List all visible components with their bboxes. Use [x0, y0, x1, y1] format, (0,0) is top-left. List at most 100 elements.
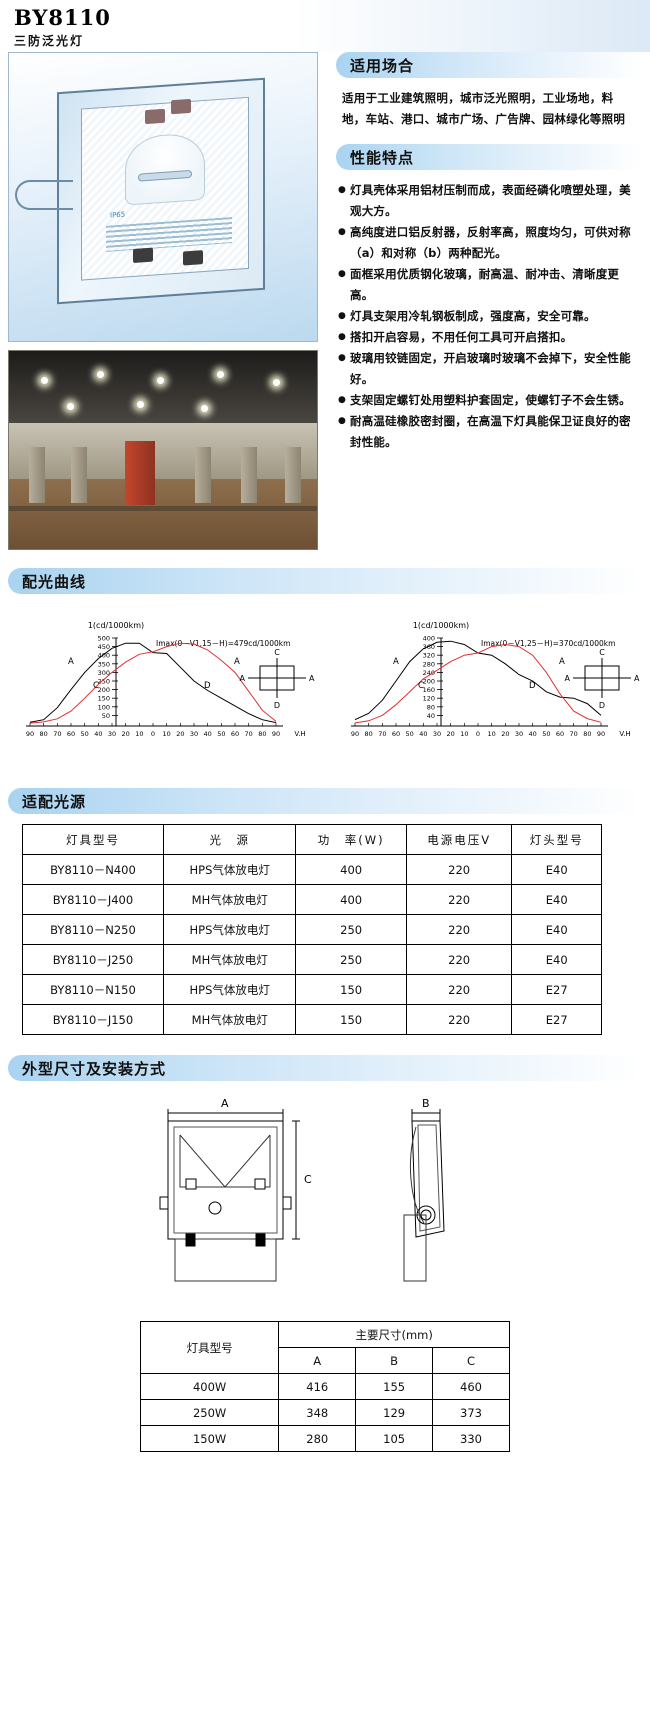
chart-x-tick: 70	[378, 730, 386, 738]
top-area: IP65	[0, 52, 650, 550]
column-header: 电源电压V	[405, 824, 513, 855]
page-title: BY8110	[14, 5, 111, 30]
chart-annotation: Imax(0－V1,25－H)=370cd/1000km	[481, 639, 615, 648]
table-cell: 373	[432, 1399, 510, 1426]
chart-curve-label: D	[204, 681, 211, 691]
chart-x-tick: 80	[40, 730, 48, 738]
table-cell: 416	[278, 1373, 357, 1400]
chart-x-tick: 20	[447, 730, 455, 738]
chart-y-tick: 240	[423, 669, 435, 677]
table-row: 150W 280 105 330	[139, 1425, 510, 1452]
factory-ceiling	[9, 351, 317, 429]
chart-x-tick: 90	[597, 730, 605, 738]
table-cell: 250	[295, 944, 407, 975]
table-cell: E40	[511, 884, 602, 915]
chart-x-tick: 50	[542, 730, 550, 738]
feature-item: 玻璃用铰链固定，开启玻璃时玻璃不会掉下，安全性能好。	[338, 348, 640, 390]
table-cell: E27	[511, 974, 602, 1005]
chart-x-tick: 60	[556, 730, 564, 738]
feature-item: 灯具壳体采用铝材压制而成，表面经磷化喷塑处理，美观大方。	[338, 180, 640, 222]
factory-column	[71, 447, 87, 503]
chart-x-tick: 10	[163, 730, 171, 738]
factory-wall	[9, 423, 317, 485]
chart-x-tick: 30	[433, 730, 441, 738]
chart-legend-label: A	[634, 674, 640, 683]
table-row: 250W 348 129 373	[139, 1399, 510, 1426]
chart-x-label: V.H	[619, 730, 630, 738]
table-cell: E40	[511, 944, 602, 975]
dim-group-header: 主要尺寸(mm)	[278, 1321, 510, 1348]
table-cell: 105	[355, 1425, 434, 1452]
section-header-dimension: 外型尺寸及安装方式	[8, 1055, 642, 1081]
table-cell: 348	[278, 1399, 357, 1426]
chart-curve-D	[354, 643, 602, 724]
chart-x-tick: 80	[258, 730, 266, 738]
column-header: 光 源	[162, 824, 297, 855]
chart-axis-title: 1(cd/1000km)	[413, 621, 469, 630]
bottom-clip-right	[183, 250, 203, 266]
chart-legend-label: A	[565, 674, 571, 683]
table-cell: 129	[355, 1399, 434, 1426]
table-cell: E40	[511, 914, 602, 945]
feature-item: 耐高温硅橡胶密封圈，在高温下灯具能保卫证良好的密封性能。	[338, 411, 640, 453]
chart-y-tick: 40	[427, 712, 435, 720]
dim-label-a: A	[221, 1097, 229, 1110]
page-header: BY8110 三防泛光灯	[0, 0, 650, 52]
ceiling-lamp	[97, 371, 104, 378]
light-distribution-chart-2: 1(cd/1000km) Imax(0－V1,25－H)=370cd/1000km…	[333, 616, 650, 766]
table-cell: 280	[278, 1425, 357, 1452]
factory-floor	[9, 479, 317, 549]
chart-y-tick: 120	[423, 695, 435, 703]
table-row: BY8110－N400 HPS气体放电灯 400 220 E40	[22, 854, 602, 885]
chart-x-tick: 70	[245, 730, 253, 738]
table-cell: 400	[295, 884, 407, 915]
chart-x-tick: 60	[67, 730, 75, 738]
chart-y-tick: 350	[98, 660, 110, 668]
ceiling-lamp	[67, 403, 74, 410]
section-title-source: 适配光源	[22, 792, 87, 811]
chart-legend-label: D	[599, 701, 605, 710]
chart-x-tick: 20	[501, 730, 509, 738]
table-cell: E40	[511, 854, 602, 885]
section-header-source: 适配光源	[8, 788, 642, 814]
table-cell: 250	[295, 914, 407, 945]
chart-x-tick: 50	[406, 730, 414, 738]
lamp-source-table: 灯具型号光 源功 率(W) 电源电压V 灯头型号 BY8110－N400 HPS气体放…	[22, 824, 602, 1035]
image-column: IP65	[8, 52, 326, 550]
chart-y-tick: 280	[423, 660, 435, 668]
chart-x-tick: 90	[351, 730, 359, 738]
chart-x-tick: 50	[217, 730, 225, 738]
table-cell: 150	[295, 1004, 407, 1035]
feature-item: 灯具支架用冷轧钢板制成，强度高，安全可靠。	[338, 306, 640, 327]
table-cell: 400	[295, 854, 407, 885]
chart-legend-label: C	[599, 648, 605, 657]
table-cell: 220	[405, 1004, 513, 1035]
chart-y-tick: 100	[98, 703, 110, 711]
chart-axis-title: 1(cd/1000km)	[88, 621, 144, 630]
chart-y-tick: 300	[98, 669, 110, 677]
ip-rating-label: IP65	[110, 210, 126, 220]
factory-railing	[9, 506, 317, 511]
chart-y-tick: 500	[98, 635, 110, 643]
chart-legend-label: C	[274, 648, 280, 657]
feature-item: 高纯度进口铝反射器，反射率高，照度均匀，可供对称（a）和对称（b）两种配光。	[338, 222, 640, 264]
section-title-dimension: 外型尺寸及安装方式	[22, 1059, 167, 1078]
table-cell: 220	[405, 854, 513, 885]
table-cell: BY8110－N400	[22, 854, 164, 885]
dim-sub-header: B	[355, 1347, 434, 1374]
table-cell: 150W	[139, 1425, 280, 1452]
table-row: BY8110－J400 MH气体放电灯 400 220 E40	[22, 884, 602, 915]
table-cell: 220	[405, 914, 513, 945]
chart-curve-label: C	[93, 681, 99, 691]
outline-drawings: A B C	[8, 1091, 642, 1321]
table-cell: 330	[432, 1425, 510, 1452]
ceiling-lamp	[137, 401, 144, 408]
top-clip-left	[145, 108, 165, 125]
chart-x-tick: 80	[583, 730, 591, 738]
chart-y-tick: 80	[427, 703, 435, 711]
table-row: 400W 416 155 460	[139, 1373, 510, 1400]
features-list: 灯具壳体采用铝材压制而成，表面经磷化喷塑处理，美观大方。 高纯度进口铝反射器，反…	[336, 180, 642, 453]
factory-machine	[125, 441, 155, 505]
table-cell: 155	[355, 1373, 434, 1400]
